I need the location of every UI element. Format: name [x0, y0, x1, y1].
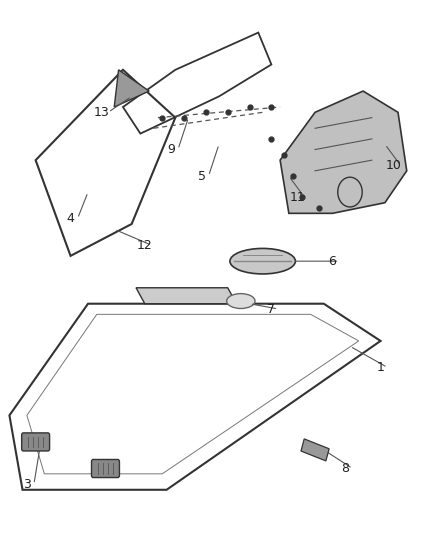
- Text: 3: 3: [23, 478, 31, 491]
- Text: 10: 10: [386, 159, 402, 172]
- Text: 6: 6: [328, 255, 336, 268]
- Ellipse shape: [226, 294, 255, 309]
- Text: 13: 13: [93, 106, 109, 119]
- Text: 11: 11: [290, 191, 305, 204]
- Ellipse shape: [230, 248, 295, 274]
- Text: 9: 9: [167, 143, 175, 156]
- Text: 4: 4: [67, 212, 74, 225]
- FancyBboxPatch shape: [92, 459, 120, 478]
- Text: 8: 8: [342, 462, 350, 475]
- Text: 5: 5: [198, 169, 205, 183]
- Text: 7: 7: [267, 303, 276, 316]
- Text: 1: 1: [377, 361, 385, 374]
- Text: 12: 12: [137, 239, 153, 252]
- Polygon shape: [301, 439, 329, 461]
- Polygon shape: [114, 70, 149, 107]
- FancyBboxPatch shape: [21, 433, 49, 451]
- Polygon shape: [280, 91, 407, 213]
- Polygon shape: [136, 288, 237, 304]
